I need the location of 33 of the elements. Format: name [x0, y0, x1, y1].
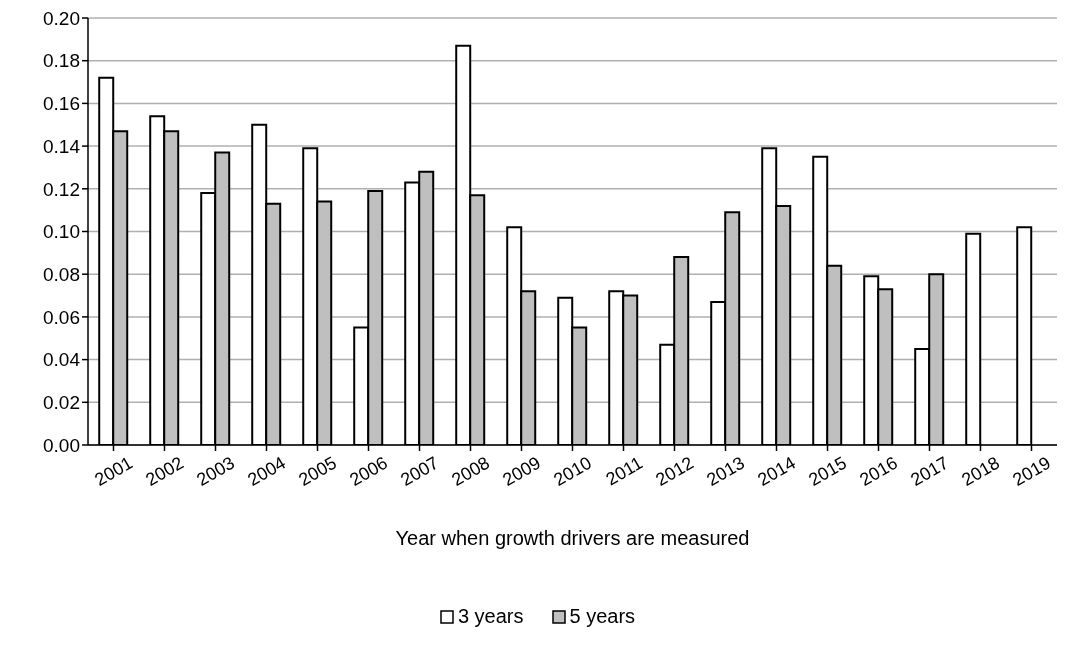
x-tick-label: 2013: [703, 452, 749, 491]
x-tick-label: 2007: [397, 452, 443, 491]
x-tick-label: 2018: [958, 452, 1004, 491]
y-tick-label: 0.08: [43, 263, 80, 285]
legend-label: 5 years: [568, 605, 636, 628]
x-tick-label: 2010: [550, 452, 596, 491]
x-tick-label: 2019: [1009, 452, 1055, 491]
x-tick-label: 2009: [499, 452, 545, 491]
x-tick-label: 2006: [346, 452, 392, 491]
x-axis-title: Year when growth drivers are measured: [395, 527, 750, 549]
legend-label: 3 years: [456, 605, 524, 628]
x-tick-label: 2011: [602, 452, 647, 490]
y-tick-label: 0.18: [43, 50, 80, 72]
y-tick-label: 0.12: [43, 178, 80, 200]
y-tick-label: 0.02: [43, 392, 80, 414]
y-tick-label: 0.16: [43, 93, 80, 115]
x-tick-label: 2005: [295, 452, 341, 491]
x-tick-label: 2003: [193, 452, 239, 491]
y-tick-label: 0.14: [43, 135, 81, 157]
x-tick-label: 2001: [91, 452, 137, 491]
x-tick-label: 2016: [856, 452, 902, 491]
y-tick-label: 0.04: [43, 349, 81, 371]
x-tick-label: 2014: [754, 452, 800, 491]
x-tick-label: 2002: [142, 452, 188, 491]
x-tick-label: 2004: [244, 452, 290, 491]
x-tick-label: 2017: [907, 452, 953, 491]
y-tick-label: 0.00: [43, 434, 80, 456]
x-tick-label: 2008: [448, 452, 494, 491]
x-tick-label: 2015: [805, 452, 851, 491]
y-tick-label: 0.06: [43, 306, 80, 328]
x-tick-label: 2012: [652, 452, 698, 491]
y-tick-label: 0.20: [43, 7, 80, 29]
y-tick-label: 0.10: [43, 221, 80, 243]
